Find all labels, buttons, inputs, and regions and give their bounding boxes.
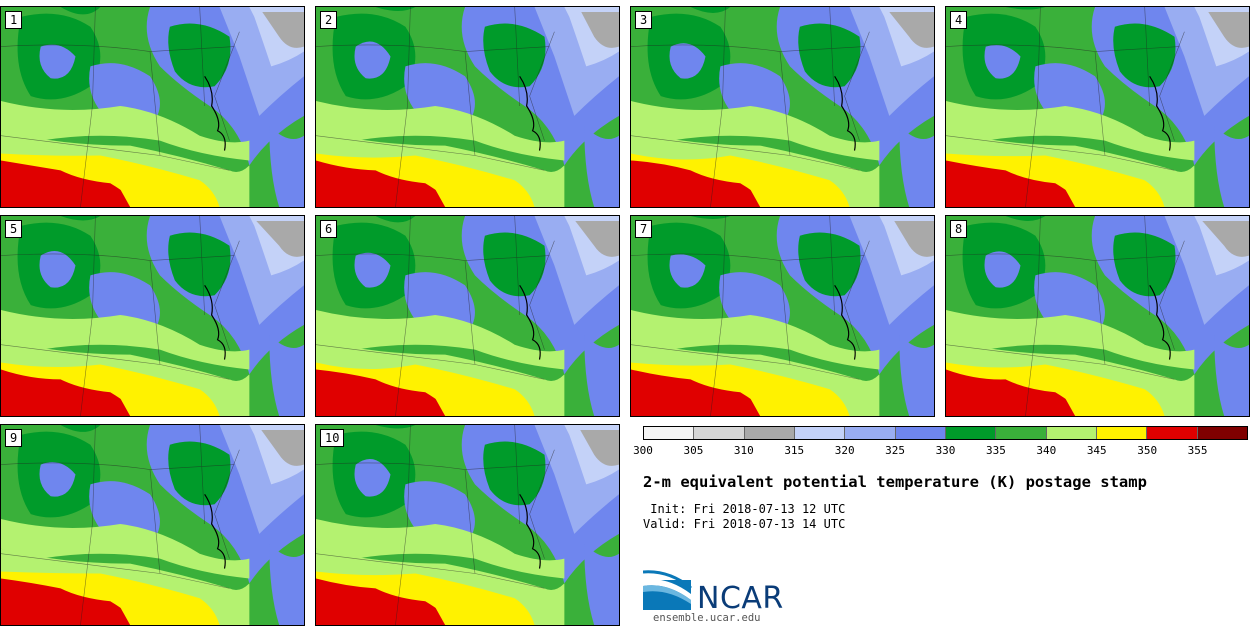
colorbar-segment: [945, 427, 997, 439]
colorbar-segment: [1046, 427, 1097, 439]
colorbar-tick-label: 355: [1187, 444, 1208, 457]
colorbar-tick-label: 310: [733, 444, 754, 457]
member-number: 1: [5, 11, 23, 29]
postage-stamp-4: 4: [945, 6, 1250, 208]
colorbar-segment: [1197, 427, 1247, 439]
member-number: 7: [635, 220, 653, 238]
init-time: Init: Fri 2018-07-13 12 UTC: [643, 502, 846, 516]
postage-stamp-10: 10: [315, 424, 620, 626]
postage-stamp-6: 6: [315, 215, 620, 417]
colorbar-segment: [1147, 427, 1198, 439]
member-number: 9: [5, 429, 23, 447]
colorbar: [643, 426, 1248, 440]
colorbar-tick-label: 350: [1137, 444, 1158, 457]
colorbar-segment: [744, 427, 795, 439]
colorbar-segment: [845, 427, 896, 439]
member-number: 3: [635, 11, 653, 29]
valid-time: Valid: Fri 2018-07-13 14 UTC: [643, 517, 846, 531]
ncar-logo: NCAR ensemble.ucar.edu: [643, 570, 803, 625]
colorbar-segment: [794, 427, 846, 439]
postage-stamp-7: 7: [630, 215, 935, 417]
postage-stamp-1: 1: [0, 6, 305, 208]
postage-stamp-8: 8: [945, 215, 1250, 417]
colorbar-segment: [1096, 427, 1148, 439]
colorbar-segment: [895, 427, 946, 439]
colorbar-tick-label: 300: [633, 444, 653, 457]
postage-stamp-5: 5: [0, 215, 305, 417]
colorbar-tick-label: 325: [885, 444, 906, 457]
logo-url: ensemble.ucar.edu: [653, 612, 761, 624]
postage-stamp-3: 3: [630, 6, 935, 208]
colorbar-segment: [996, 427, 1047, 439]
colorbar-tick-label: 335: [985, 444, 1006, 457]
colorbar-tick-label: 305: [683, 444, 704, 457]
ncar-logo-text: NCAR: [697, 581, 784, 616]
figure-title: 2-m equivalent potential temperature (K)…: [643, 473, 1147, 491]
colorbar-tick-label: 315: [784, 444, 805, 457]
postage-stamp-2: 2: [315, 6, 620, 208]
colorbar-tick-label: 345: [1086, 444, 1107, 457]
colorbar-segment: [694, 427, 745, 439]
colorbar-tick-label: 340: [1036, 444, 1057, 457]
member-number: 5: [5, 220, 23, 238]
member-number: 8: [950, 220, 968, 238]
ncar-logo-icon: [643, 570, 692, 610]
member-number: 10: [320, 429, 345, 447]
colorbar-tick-label: 320: [834, 444, 855, 457]
member-number: 6: [320, 220, 338, 238]
member-number: 4: [950, 11, 968, 29]
colorbar-segment: [644, 427, 695, 439]
member-number: 2: [320, 11, 338, 29]
postage-stamp-9: 9: [0, 424, 305, 626]
colorbar-tick-label: 330: [935, 444, 956, 457]
colorbar-ticks: 300 305 310 315 320 325 330 335 340 345 350 355: [633, 444, 1248, 458]
